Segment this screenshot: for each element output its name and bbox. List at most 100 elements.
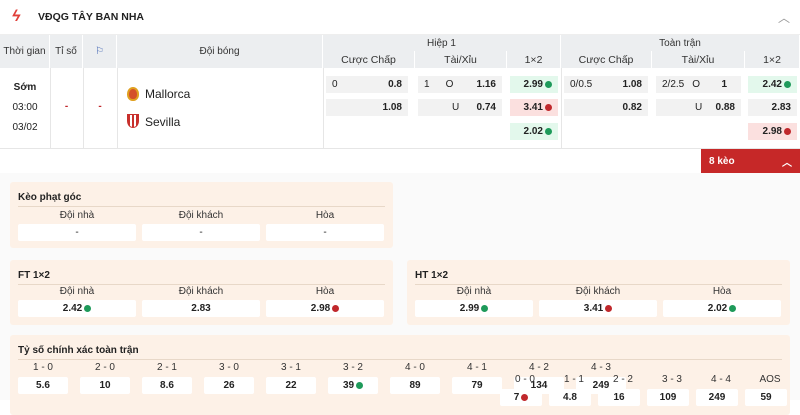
panel-title: Kèo phạt góc	[18, 192, 82, 203]
ft-handicap-away[interactable]: 0.82	[564, 99, 648, 116]
over-label: O	[445, 79, 454, 90]
chevron-up-icon[interactable]: ︿	[777, 11, 790, 25]
odds: 89	[409, 380, 421, 391]
match-time: 03:00	[12, 102, 38, 113]
h1-home-win[interactable]: 2.99	[510, 76, 558, 93]
home-team[interactable]: Mallorca	[145, 87, 191, 101]
ft-home-win[interactable]: 2.42	[748, 76, 797, 93]
away-team[interactable]: Sevilla	[145, 115, 181, 129]
odds-home[interactable]: -	[18, 224, 136, 241]
label-home: Đội nhà	[59, 286, 95, 297]
score-odds[interactable]: 59	[745, 389, 787, 406]
sevilla-crest-icon	[127, 114, 139, 128]
odds-draw[interactable]: 2.98	[266, 300, 384, 317]
score-odds[interactable]: 22	[266, 377, 316, 394]
odds-away[interactable]: 3.41	[539, 300, 657, 317]
h1-under[interactable]: U 0.74	[418, 99, 502, 116]
odds: 0.8	[388, 79, 402, 90]
label-home: Đội nhà	[456, 286, 492, 297]
score-odds[interactable]: 8.6	[142, 377, 192, 394]
label-away: Đội khách	[575, 286, 621, 297]
score-label: 4 - 4	[710, 374, 731, 385]
score-label: 2 - 0	[94, 362, 115, 373]
ft-handicap-home[interactable]: 0/0.5 1.08	[564, 76, 648, 93]
odds-draw[interactable]: -	[266, 224, 384, 241]
score-odds[interactable]: 249	[696, 389, 738, 406]
odds: 39	[342, 380, 355, 391]
trend-up-icon	[784, 81, 791, 88]
score-odds[interactable]: 7	[500, 389, 542, 406]
odds: 79	[471, 380, 483, 391]
h1-over[interactable]: 1 O 1.16	[418, 76, 502, 93]
odds-home[interactable]: 2.42	[18, 300, 136, 317]
col-h1-ou: Tài/Xỉu	[415, 51, 507, 68]
col-h1-1x2: 1×2	[507, 51, 561, 68]
divider	[117, 68, 118, 148]
divider	[323, 68, 324, 148]
ou-line: 1	[424, 79, 430, 90]
col-fulltime: Toàn trận	[561, 35, 800, 51]
col-teams: Đội bóng	[117, 35, 323, 68]
col-time: Thời gian	[0, 35, 50, 68]
panel-title: HT 1×2	[415, 270, 449, 281]
score-label: 4 - 0	[404, 362, 425, 373]
trend-down-icon	[784, 128, 791, 135]
ou-line: 2/2.5	[662, 79, 685, 90]
h1-away-win[interactable]: 3.41	[510, 99, 558, 116]
h1-draw[interactable]: 2.02	[510, 123, 558, 140]
odds: 109	[659, 392, 677, 403]
under-label: U	[695, 102, 703, 113]
score-label: 1 - 1	[563, 374, 584, 385]
odds-draw[interactable]: 2.02	[663, 300, 781, 317]
correct-score-panel: Tỷ số chính xác toàn trận 1 - 0 5.6 2 - 0 1…	[10, 335, 790, 415]
odds: 2.99	[459, 303, 480, 314]
odds: 2.02	[523, 126, 543, 137]
odds: 2.98	[310, 303, 331, 314]
ft-draw[interactable]: 2.98	[748, 123, 797, 140]
col-ft-1x2: 1×2	[745, 51, 800, 68]
laliga-logo-icon: ϟ	[12, 8, 21, 25]
odds-home[interactable]: 2.99	[415, 300, 533, 317]
odds-away[interactable]: -	[142, 224, 260, 241]
ft-under[interactable]: U 0.88	[656, 99, 741, 116]
odds: 4.8	[563, 392, 577, 403]
odds: 2.83	[191, 303, 211, 314]
score-label: 3 - 1	[280, 362, 301, 373]
score-odds[interactable]: 26	[204, 377, 254, 394]
over-label: O	[692, 79, 701, 90]
ft-away-win[interactable]: 2.83	[748, 99, 797, 116]
score-odds[interactable]: 79	[452, 377, 502, 394]
score-odds[interactable]: 5.6	[18, 377, 68, 394]
ft-over[interactable]: 2/2.5 O 1	[656, 76, 741, 93]
odds: 3.41	[583, 303, 604, 314]
label-draw: Hòa	[712, 286, 732, 297]
col-half1: Hiệp 1	[323, 35, 561, 51]
odds: 10	[99, 380, 111, 391]
score-odds[interactable]: 10	[80, 377, 130, 394]
score-odds[interactable]: 89	[390, 377, 440, 394]
h1-handicap-home[interactable]: 0 0.8	[326, 76, 408, 93]
score-odds[interactable]: 109	[647, 389, 689, 406]
h1-handicap-away[interactable]: 1.08	[326, 99, 408, 116]
score-label: 2 - 1	[156, 362, 177, 373]
ft-1x2-panel: FT 1×2 Đội nhà Đội khách Hòa 2.42 2.83 2…	[10, 260, 393, 325]
match-date: 03/02	[12, 122, 38, 133]
trend-down-icon	[332, 305, 340, 312]
odds: 59	[760, 392, 772, 403]
trend-down-icon	[545, 104, 552, 111]
score-odds[interactable]: 4.8	[549, 389, 591, 406]
league-header[interactable]: ϟ VĐQG TÂY BAN NHA ︿	[0, 0, 800, 35]
col-ft-ou: Tài/Xỉu	[652, 51, 745, 68]
mallorca-crest-icon	[127, 87, 139, 101]
odds: 2.02	[707, 303, 728, 314]
more-odds-button[interactable]: 8 kèo ︿	[701, 149, 800, 173]
odds-away[interactable]: 2.83	[142, 300, 260, 317]
odds: 8.6	[160, 380, 174, 391]
odds: 0.74	[476, 102, 496, 113]
score-label: 4 - 1	[466, 362, 487, 373]
handicap-line: 0	[332, 79, 338, 90]
trend-up-icon	[545, 128, 552, 135]
score-odds[interactable]: 39	[328, 377, 378, 394]
score-odds[interactable]: 16	[598, 389, 640, 406]
label-home: Đội nhà	[59, 210, 95, 221]
